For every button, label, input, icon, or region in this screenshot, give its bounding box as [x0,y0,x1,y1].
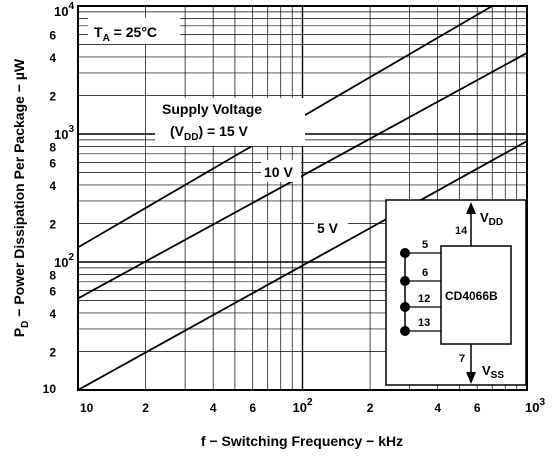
x-tick-label: 2 [142,401,149,415]
supply-label-bg [155,98,305,146]
inset-schematic: CD4066B 5 6 12 13 14 VDD 7 VSS [385,199,527,386]
y-tick-label: 4 [49,51,56,65]
pin-number: 12 [418,293,430,305]
pin-dot [400,276,410,286]
x-tick-label: 10 [80,401,94,415]
pin-number: 13 [418,317,430,329]
pin-number-top: 14 [455,225,468,237]
pin-dot [400,302,410,312]
x-tick-label: 102 [292,397,312,415]
y-tick-label: 104 [54,1,74,19]
y-tick-label: 4 [49,307,56,321]
chip-body [440,245,512,345]
pin-dot [400,248,410,258]
pin-number-bottom: 7 [459,353,465,365]
supply-vdd-label: (VDD) = 15 V [170,123,249,143]
y-tick-label: 6 [49,28,56,42]
pin-number: 5 [422,239,428,251]
vss-label: VSS [482,363,504,381]
y-tick-label: 103 [54,124,74,142]
y-tick-label: 2 [49,89,56,103]
vdd-label: VDD [480,210,503,228]
vss-arrow-icon [466,372,476,384]
x-tick-label: 2 [367,401,374,415]
pin-number: 6 [422,267,428,279]
vdd-arrow-icon [466,202,476,214]
label-10v-bg [261,160,301,182]
x-tick-label: 6 [249,401,256,415]
x-axis-title: f − Switching Frequency − kHz [201,433,403,449]
y-tick-label: 2 [49,345,56,359]
y-tick-label: 8 [49,268,56,282]
x-tick-label: 6 [474,401,481,415]
x-tick-label: 4 [210,401,217,415]
y-tick-label: 10 [43,382,57,396]
x-tick-label: 103 [525,397,545,415]
y-tick-label: 4 [49,179,56,193]
series-line-10v [77,52,528,300]
supply-voltage-label: Supply Voltage [162,101,262,117]
pin-dot [400,326,410,336]
label-5v: 5 V [317,220,339,236]
ambient-label-bg [88,18,180,44]
series-line-5v [77,140,528,391]
chip-label: CD4066B [445,289,498,303]
x-tick-label: 4 [434,401,441,415]
label-10v: 10 V [264,164,293,180]
plot-frame [77,5,528,391]
y-tick-label: 8 [49,140,56,154]
ambient-label: TA = 25°C [94,24,157,44]
y-tick-label: 6 [49,284,56,298]
y-tick-label: 6 [49,156,56,170]
y-axis-title: PD − Power Dissipation Per Package − µW [11,58,31,337]
label-5v-bg [314,216,348,238]
y-tick-label: 102 [54,252,74,270]
y-tick-label: 2 [49,217,56,231]
